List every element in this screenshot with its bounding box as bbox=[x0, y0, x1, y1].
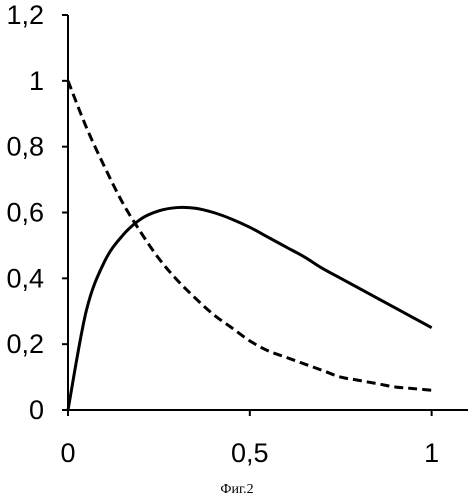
y-tick-label: 0 bbox=[29, 395, 44, 425]
y-tick-label: 1,2 bbox=[6, 0, 44, 30]
figure-caption: Фиг.2 bbox=[220, 482, 253, 497]
y-tick-label: 0,4 bbox=[6, 263, 44, 293]
x-tick-label: 0,5 bbox=[231, 438, 269, 468]
series-line-solid bbox=[68, 207, 432, 410]
y-tick-label: 0,6 bbox=[6, 198, 44, 228]
x-tick-label: 1 bbox=[424, 438, 439, 468]
axes bbox=[62, 15, 468, 416]
y-tick-label: 0,8 bbox=[6, 132, 44, 162]
y-tick-label: 1 bbox=[29, 66, 44, 96]
y-tick-label: 0,2 bbox=[6, 329, 44, 359]
x-tick-label: 0 bbox=[60, 438, 75, 468]
series-layer bbox=[68, 81, 432, 410]
